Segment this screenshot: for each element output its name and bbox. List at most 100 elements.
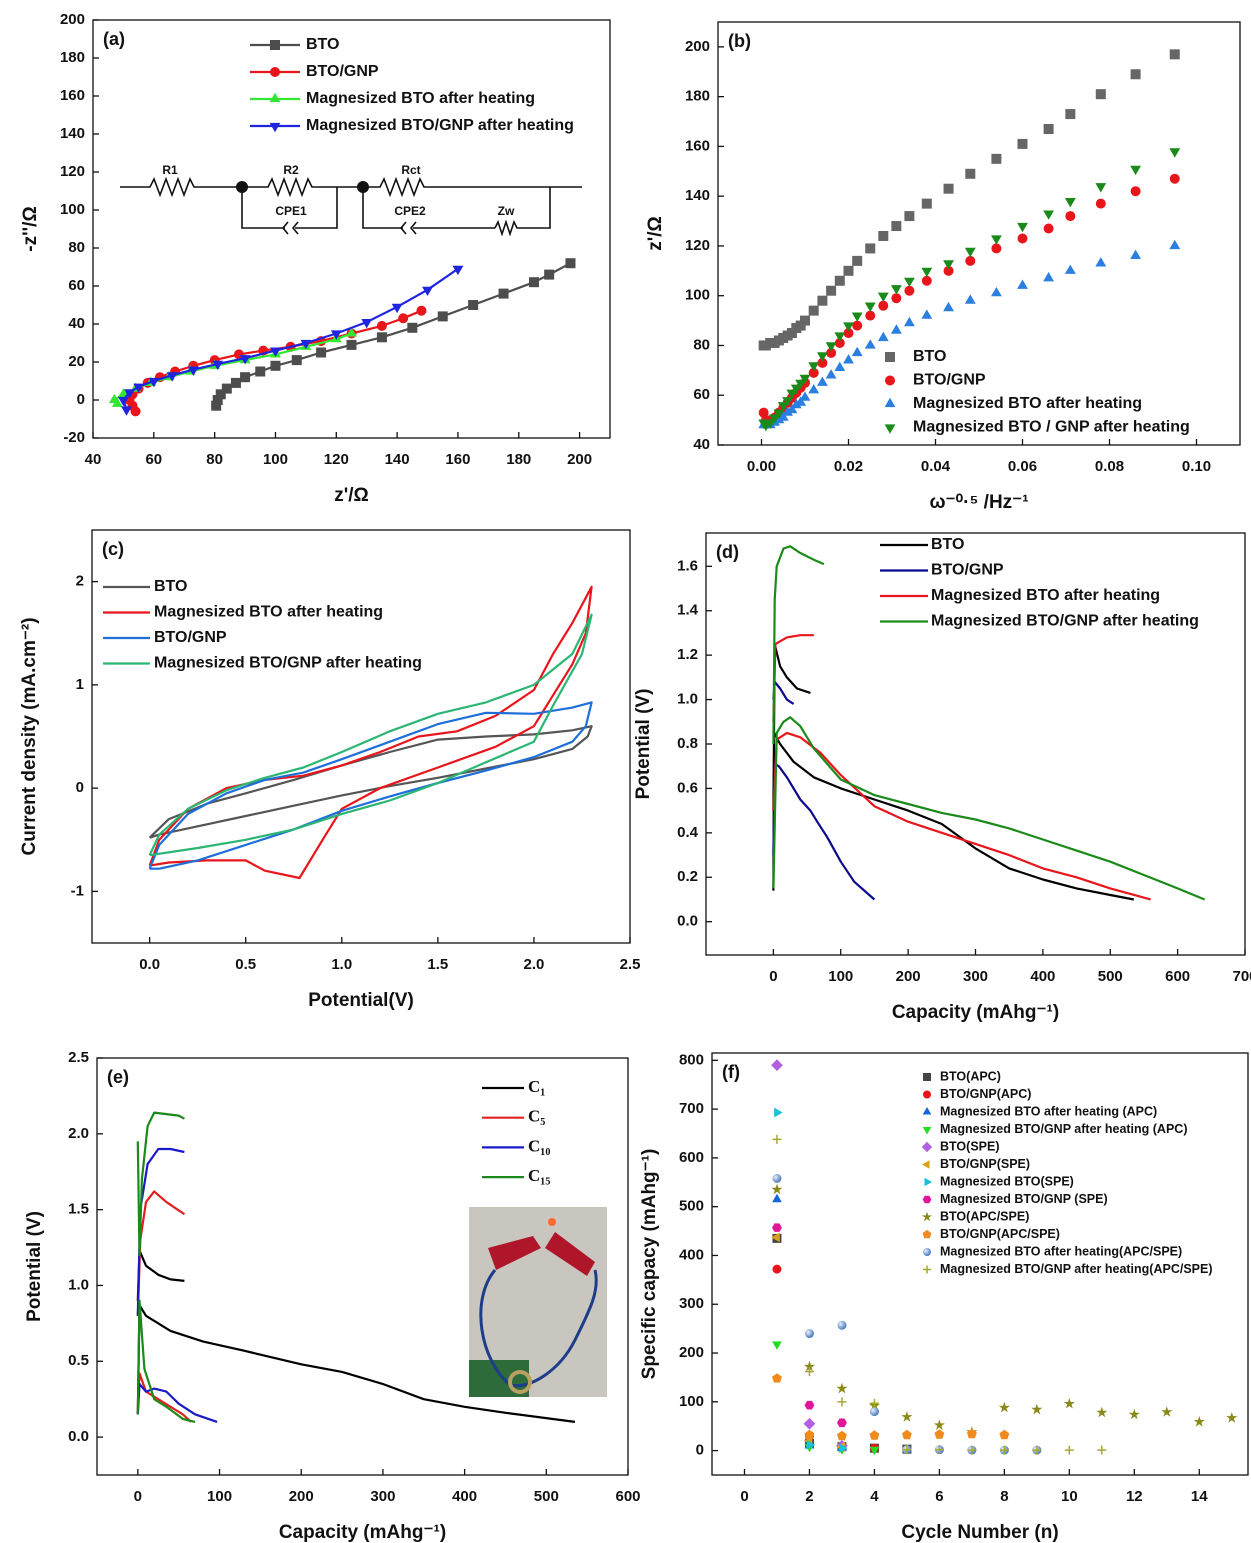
y-tick-label: -20 xyxy=(63,429,85,446)
circuit-label: Rct xyxy=(401,163,420,177)
marker xyxy=(1169,148,1181,158)
marker xyxy=(834,332,846,342)
marker xyxy=(843,322,854,332)
y-tick-label: 0.4 xyxy=(677,824,699,841)
legend-label: Magnesized BTO/GNP after heating(APC/SPE… xyxy=(940,1262,1213,1276)
marker xyxy=(878,230,889,241)
y-tick-label: 0.8 xyxy=(677,735,698,752)
marker xyxy=(1130,249,1141,259)
marker xyxy=(869,1398,879,1408)
y-tick-label: 500 xyxy=(679,1198,704,1215)
circuit xyxy=(120,176,582,237)
marker xyxy=(834,275,845,286)
x-tick-label: 700 xyxy=(1232,968,1251,985)
marker xyxy=(799,391,811,401)
marker xyxy=(921,275,932,286)
marker xyxy=(316,347,327,358)
y-tick-label: 40 xyxy=(68,315,85,332)
marker xyxy=(422,286,433,296)
y-tick-label: 700 xyxy=(679,1100,704,1117)
marker xyxy=(187,366,199,376)
marker xyxy=(817,352,828,362)
marker xyxy=(834,361,846,371)
legend-label: Magnesized BTO(SPE) xyxy=(940,1174,1074,1188)
marker xyxy=(221,383,232,394)
legend-label: BTO/GNP xyxy=(154,629,227,646)
x-tick-label: 0.5 xyxy=(235,956,256,973)
circuit-node xyxy=(357,181,369,193)
marker xyxy=(967,1445,977,1455)
x-tick-label: 400 xyxy=(452,1488,477,1505)
y-tick-label: 0 xyxy=(696,1442,704,1459)
marker xyxy=(376,320,387,331)
marker xyxy=(964,247,976,258)
marker xyxy=(1095,89,1106,100)
marker xyxy=(416,305,427,316)
y-tick-label: 1 xyxy=(76,676,84,693)
x-tick-label: 300 xyxy=(370,1488,395,1505)
y-tick-label: 0.6 xyxy=(677,779,698,796)
legend-swatch xyxy=(922,1107,932,1115)
marker xyxy=(864,302,876,312)
marker xyxy=(795,396,807,406)
marker xyxy=(108,393,120,404)
x-tick-label: 180 xyxy=(506,451,531,468)
legend-label: Magnesized BTO/GNP (SPE) xyxy=(940,1192,1108,1206)
x-tick-label: 2.0 xyxy=(523,956,544,973)
marker xyxy=(771,1059,783,1071)
marker xyxy=(528,277,539,288)
marker xyxy=(943,260,954,270)
marker xyxy=(212,360,224,371)
marker xyxy=(803,1360,815,1372)
y-tick-label: 0.0 xyxy=(677,913,698,930)
marker xyxy=(891,293,902,304)
y-tick-label: 1.0 xyxy=(68,1276,89,1293)
x-tick-label: 0.00 xyxy=(747,458,776,475)
marker xyxy=(999,1429,1010,1440)
marker xyxy=(837,1430,847,1441)
legend-label: Magnesized BTO after heating xyxy=(931,587,1160,604)
x-tick-label: 200 xyxy=(896,968,921,985)
marker xyxy=(921,309,933,319)
marker xyxy=(825,369,837,379)
legend-swatch xyxy=(921,1141,933,1153)
marker xyxy=(790,384,802,394)
marker xyxy=(346,327,357,337)
x-tick-label: 600 xyxy=(615,1488,640,1505)
plot-frame xyxy=(92,19,611,439)
marker xyxy=(1095,183,1107,193)
marker xyxy=(865,310,876,321)
y-axis-label: Potential (V) xyxy=(24,1211,45,1322)
marker xyxy=(1031,1403,1043,1415)
marker xyxy=(837,1418,847,1428)
legend-swatch xyxy=(269,92,281,103)
marker xyxy=(1017,233,1028,244)
marker xyxy=(346,339,357,350)
marker xyxy=(212,395,223,405)
marker xyxy=(239,355,251,365)
marker xyxy=(967,1428,977,1439)
marker xyxy=(852,255,863,266)
legend-label: Magnesized BTO/GNP after heating xyxy=(154,655,422,672)
y-tick-label: 1.2 xyxy=(677,646,698,663)
x-tick-label: 14 xyxy=(1191,1488,1208,1505)
x-tick-label: 1.5 xyxy=(427,956,448,973)
marker xyxy=(808,367,819,378)
legend-label: Magnesized BTO after heating xyxy=(913,395,1142,412)
marker xyxy=(943,183,954,194)
marker xyxy=(817,376,828,386)
legend-label: BTO/GNP(SPE) xyxy=(940,1157,1030,1171)
legend-label: Magnesized BTO after heating xyxy=(306,90,535,107)
marker xyxy=(211,400,222,411)
marker xyxy=(921,198,932,209)
marker xyxy=(1130,186,1141,197)
x-tick-label: 140 xyxy=(385,451,410,468)
series-line xyxy=(113,332,352,405)
x-axis-label: Capacity (mAhg⁻¹) xyxy=(892,1002,1059,1023)
legend-label: Magnesized BTO/GNP after heating (APC) xyxy=(940,1122,1188,1136)
marker xyxy=(803,1417,816,1430)
legend-swatch xyxy=(884,397,896,408)
y-tick-label: -1 xyxy=(71,882,84,899)
y-tick-label: 1.6 xyxy=(677,557,698,574)
y-tick-label: 40 xyxy=(693,436,710,453)
